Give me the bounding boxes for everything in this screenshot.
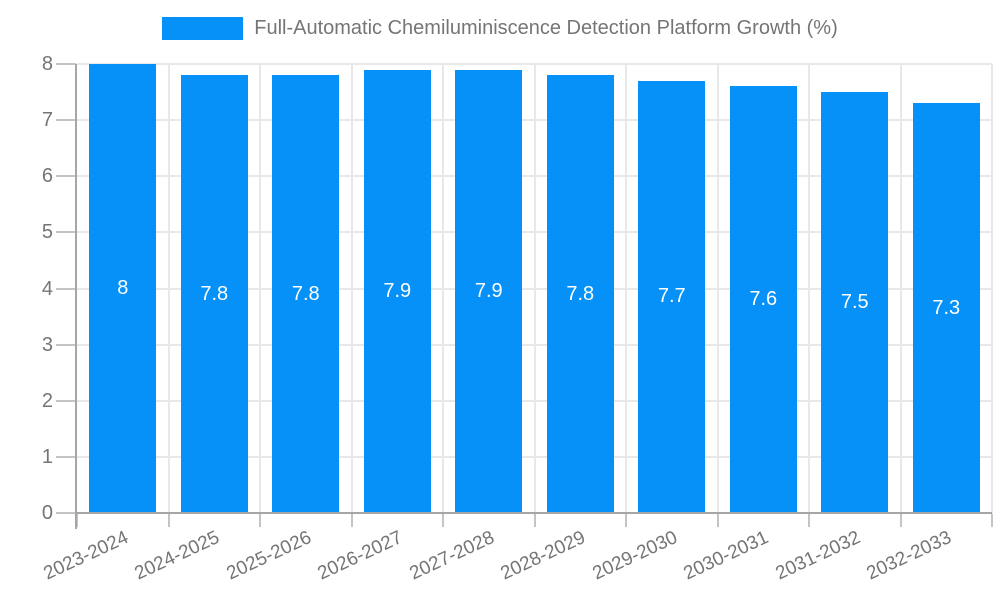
bar[interactable]: 7.8 — [180, 75, 248, 513]
x-tick-label: 2026-2027 — [314, 527, 407, 585]
y-tick — [56, 399, 76, 402]
v-gridline — [716, 64, 719, 513]
y-tick-label: 8 — [41, 53, 53, 75]
v-gridline — [991, 64, 993, 513]
x-tick — [259, 514, 261, 527]
bar[interactable]: 7.7 — [638, 80, 706, 513]
v-gridline — [808, 64, 810, 513]
x-tick — [76, 514, 78, 527]
bar-value-label: 8 — [117, 277, 129, 299]
bar-value-label: 7.8 — [291, 282, 320, 305]
x-axis-line — [75, 512, 992, 514]
y-tick — [56, 119, 76, 122]
v-gridline — [350, 64, 353, 513]
x-tick — [350, 514, 353, 527]
bar[interactable]: 7.9 — [363, 69, 431, 513]
bar-value-label: 7.7 — [657, 285, 686, 308]
x-tick-label: 2030-2031 — [680, 527, 773, 585]
x-tick-label: 2023-2024 — [40, 527, 132, 585]
legend-swatch — [162, 17, 244, 40]
x-tick-label: 2028-2029 — [497, 527, 590, 585]
bar[interactable]: 8 — [89, 64, 157, 513]
legend-label: Full-Automatic Chemiluminiscence Detecti… — [254, 17, 838, 39]
y-tick — [56, 512, 76, 514]
bar-value-label: 7.8 — [200, 282, 229, 305]
bar[interactable]: 7.3 — [912, 103, 980, 513]
bar-value-label: 7.8 — [566, 282, 595, 305]
x-tick-label: 2027-2028 — [406, 527, 498, 585]
y-tick-label: 0 — [41, 502, 53, 524]
y-tick-label: 1 — [41, 445, 53, 468]
x-tick-label: 2029-2030 — [589, 527, 681, 585]
y-tick — [56, 343, 76, 346]
y-tick-label: 2 — [41, 389, 53, 412]
bar-value-label: 7.9 — [383, 279, 412, 302]
y-tick-label: 4 — [41, 277, 53, 300]
bar-value-label: 7.6 — [749, 288, 778, 311]
bar-value-label: 7.9 — [474, 279, 503, 302]
x-tick — [991, 514, 993, 527]
x-tick — [442, 514, 444, 527]
v-gridline — [442, 64, 444, 513]
y-tick-label: 3 — [41, 333, 53, 356]
v-gridline — [899, 64, 902, 513]
v-gridline — [167, 64, 170, 513]
x-tick-label: 2025-2026 — [223, 527, 315, 585]
x-tick — [899, 514, 902, 527]
y-tick — [56, 175, 76, 178]
v-gridline — [625, 64, 627, 513]
bar[interactable]: 7.8 — [546, 75, 614, 513]
x-tick — [167, 514, 170, 527]
v-gridline — [533, 64, 536, 513]
bar[interactable]: 7.8 — [272, 75, 340, 513]
x-tick — [716, 514, 719, 527]
y-tick — [56, 231, 76, 234]
bar-value-label: 7.3 — [932, 296, 961, 319]
y-tick-label: 5 — [41, 221, 53, 244]
bar-value-label: 7.5 — [840, 291, 869, 314]
y-tick — [56, 287, 76, 290]
bar[interactable]: 7.5 — [821, 92, 889, 513]
x-tick — [533, 514, 536, 527]
x-tick-label: 2032-2033 — [863, 527, 956, 585]
plot-area: 8 7.8 7.8 7.9 7.9 7.8 7.7 7.6 7.5 7.3 — [77, 63, 993, 513]
y-tick — [56, 455, 76, 458]
x-tick-label: 2031-2032 — [772, 527, 864, 585]
v-gridline — [259, 64, 261, 513]
x-tick — [625, 514, 627, 527]
x-tick-label: 2024-2025 — [131, 527, 224, 585]
y-tick — [56, 63, 76, 65]
y-tick-label: 6 — [41, 165, 53, 188]
x-tick — [808, 514, 810, 527]
y-axis-line — [75, 64, 77, 529]
y-tick-label: 7 — [41, 109, 53, 132]
bar[interactable]: 7.9 — [455, 69, 523, 513]
legend[interactable]: Full-Automatic Chemiluminiscence Detecti… — [0, 17, 1000, 40]
bar[interactable]: 7.6 — [729, 86, 797, 513]
